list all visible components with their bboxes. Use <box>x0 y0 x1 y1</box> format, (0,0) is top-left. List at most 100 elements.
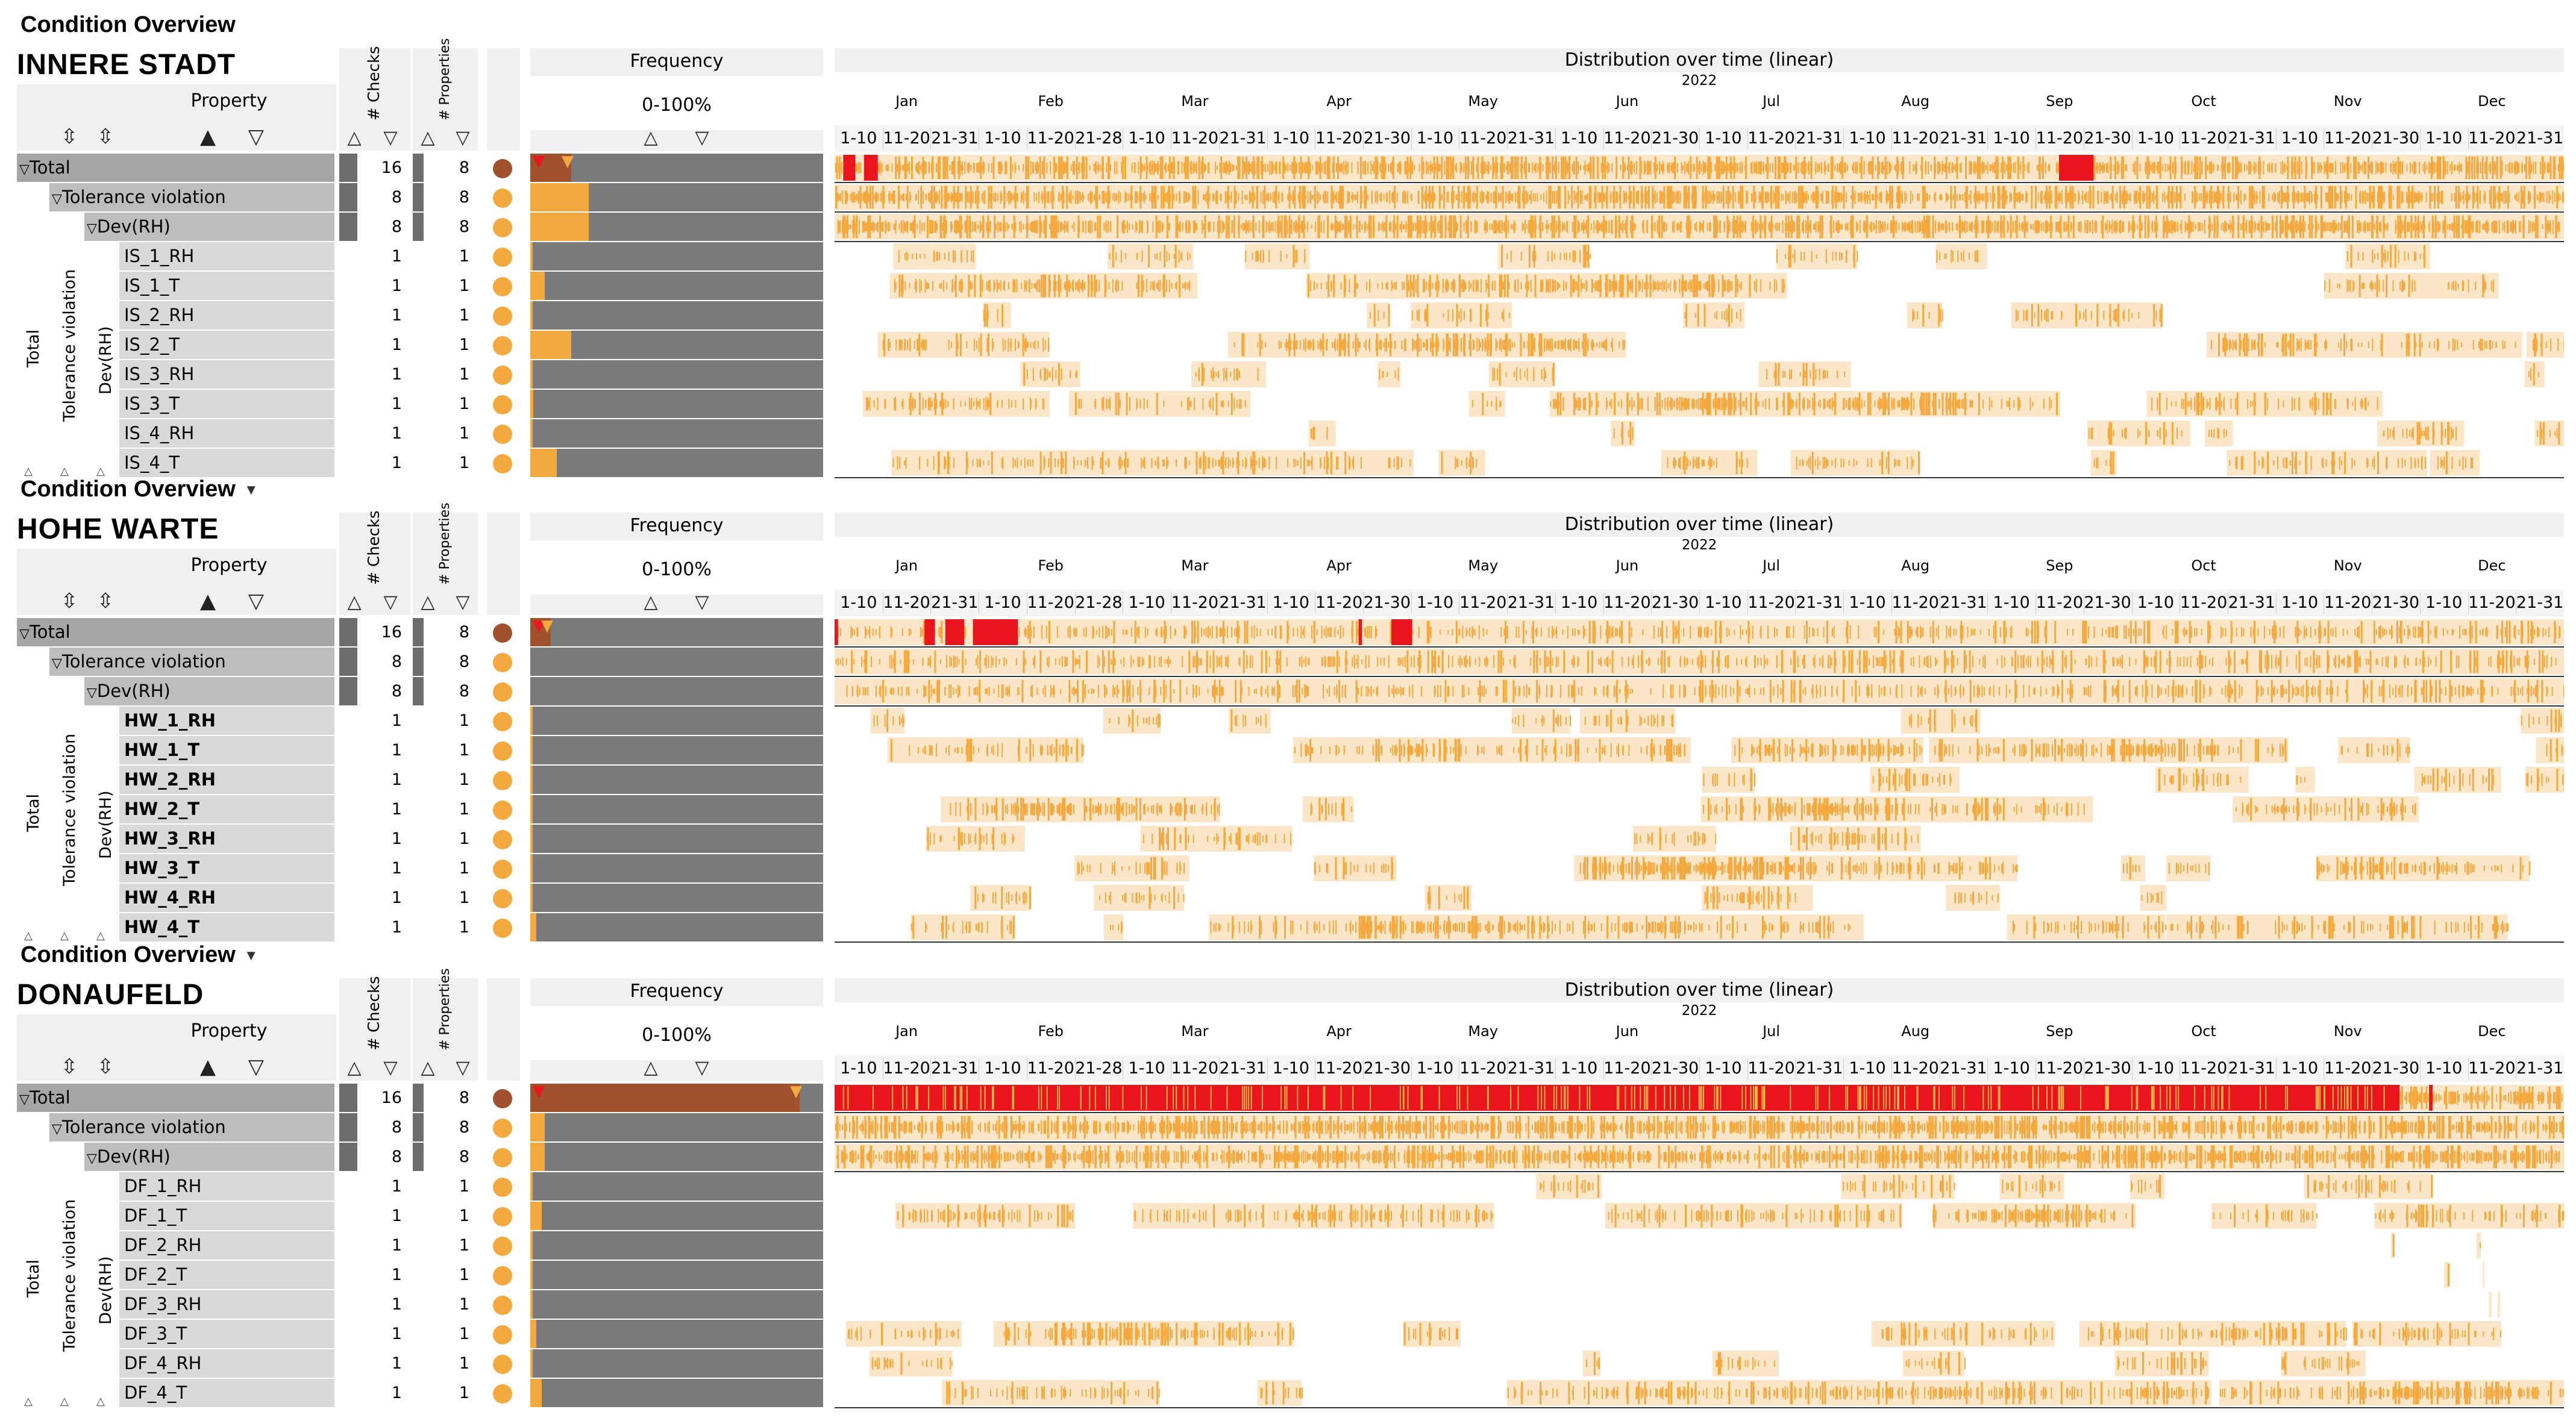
leaf-property-name[interactable]: HW_1_T <box>124 740 200 760</box>
leaf-row[interactable] <box>119 360 334 389</box>
leaf-timeline[interactable] <box>835 1231 2564 1260</box>
leaf-property-name[interactable]: DF_4_T <box>124 1382 187 1403</box>
timeline-tolerance[interactable] <box>835 648 2564 676</box>
row-dev[interactable] <box>84 677 334 705</box>
leaf-property-name[interactable]: DF_3_T <box>124 1323 187 1344</box>
leaf-property-name[interactable]: HW_1_RH <box>124 710 216 731</box>
timeline-dev[interactable] <box>835 213 2564 241</box>
leaf-row[interactable] <box>119 1231 334 1260</box>
leaf-property-name[interactable]: IS_2_T <box>124 334 180 355</box>
leaf-row[interactable] <box>119 913 334 941</box>
sort-desc-icon[interactable]: ▽ <box>248 589 265 613</box>
collapse-triangle-icon[interactable]: ▽ <box>87 685 97 701</box>
leaf-property-name[interactable]: IS_4_T <box>124 452 180 473</box>
leaf-property-name[interactable]: HW_4_RH <box>124 887 216 908</box>
expand-triangle-icon[interactable]: △ <box>24 929 33 942</box>
leaf-property-name[interactable]: IS_3_RH <box>124 364 195 384</box>
min-marker-icon[interactable]: ▼ <box>533 617 545 635</box>
sort-desc-icon[interactable]: ▽ <box>248 125 265 149</box>
expand-icon[interactable]: ⇳ <box>96 589 114 613</box>
expand-icon[interactable]: ⇳ <box>96 1055 114 1079</box>
checks-sort-asc-icon[interactable]: △ <box>347 592 362 613</box>
leaf-timeline[interactable] <box>835 242 2564 270</box>
leaf-timeline[interactable] <box>835 825 2564 853</box>
leaf-timeline[interactable] <box>835 301 2564 329</box>
properties-sort-desc-icon[interactable]: ▽ <box>456 1057 470 1078</box>
collapse-triangle-icon[interactable]: ▽ <box>87 221 97 236</box>
max-marker-icon[interactable]: ▼ <box>790 1082 803 1101</box>
row-tolerance-label[interactable]: ▽Tolerance violation <box>49 651 226 672</box>
checks-sort-asc-icon[interactable]: △ <box>347 127 362 148</box>
leaf-timeline[interactable] <box>835 1379 2564 1407</box>
properties-sort-desc-icon[interactable]: ▽ <box>456 127 470 148</box>
row-total-label[interactable]: ▽Total <box>17 622 71 642</box>
leaf-property-name[interactable]: DF_1_T <box>124 1205 187 1226</box>
leaf-timeline[interactable] <box>835 854 2564 882</box>
leaf-row[interactable] <box>119 449 334 477</box>
leaf-row[interactable] <box>119 1290 334 1319</box>
leaf-timeline[interactable] <box>835 707 2564 735</box>
sort-asc-icon[interactable]: ▲ <box>199 1055 216 1079</box>
frequency-sort-desc-icon[interactable]: ▽ <box>695 592 709 613</box>
frequency-sort-desc-icon[interactable]: ▽ <box>695 127 709 148</box>
collapse-icon[interactable]: ⇳ <box>60 589 78 613</box>
leaf-row[interactable] <box>119 301 334 329</box>
row-dev[interactable] <box>84 213 334 241</box>
leaf-timeline[interactable] <box>835 1349 2564 1378</box>
expand-triangle-icon[interactable]: △ <box>24 1395 33 1408</box>
leaf-row[interactable] <box>119 707 334 735</box>
row-total-label[interactable]: ▽Total <box>17 1087 71 1108</box>
leaf-timeline[interactable] <box>835 884 2564 912</box>
leaf-timeline[interactable] <box>835 1320 2564 1348</box>
timeline-total[interactable] <box>835 1084 2564 1112</box>
leaf-row[interactable] <box>119 1202 334 1230</box>
timeline-tolerance[interactable] <box>835 1113 2564 1141</box>
sort-asc-icon[interactable]: ▲ <box>199 125 216 149</box>
leaf-row[interactable] <box>119 272 334 300</box>
leaf-property-name[interactable]: DF_1_RH <box>124 1176 202 1196</box>
row-dev[interactable] <box>84 1143 334 1171</box>
max-marker-icon[interactable]: ▼ <box>541 617 554 635</box>
row-tolerance[interactable] <box>49 1113 334 1141</box>
leaf-property-name[interactable]: DF_2_T <box>124 1264 187 1285</box>
collapse-triangle-icon[interactable]: ▽ <box>52 1122 62 1137</box>
leaf-row[interactable] <box>119 331 334 359</box>
timeline-total[interactable] <box>835 618 2564 646</box>
row-tolerance[interactable] <box>49 183 334 211</box>
collapse-triangle-icon[interactable]: ▽ <box>87 1151 97 1166</box>
leaf-timeline[interactable] <box>835 1202 2564 1230</box>
expand-triangle-icon[interactable]: △ <box>60 465 69 478</box>
row-dev-label[interactable]: ▽Dev(RH) <box>84 216 171 237</box>
row-dev-label[interactable]: ▽Dev(RH) <box>84 1146 171 1167</box>
chevron-down-icon[interactable]: ▼ <box>243 947 259 964</box>
row-total[interactable] <box>17 618 334 646</box>
collapse-triangle-icon[interactable]: ▽ <box>52 656 62 671</box>
leaf-row[interactable] <box>119 795 334 823</box>
max-marker-icon[interactable]: ▼ <box>562 152 574 170</box>
leaf-row[interactable] <box>119 419 334 448</box>
leaf-row[interactable] <box>119 1172 334 1201</box>
leaf-row[interactable] <box>119 1320 334 1348</box>
collapse-triangle-icon[interactable]: ▽ <box>19 626 30 642</box>
leaf-property-name[interactable]: HW_2_RH <box>124 769 216 790</box>
leaf-property-name[interactable]: IS_1_RH <box>124 246 195 266</box>
leaf-timeline[interactable] <box>835 360 2564 389</box>
expand-triangle-icon[interactable]: △ <box>60 1395 69 1408</box>
leaf-property-name[interactable]: HW_3_RH <box>124 828 216 849</box>
leaf-property-name[interactable]: HW_2_T <box>124 799 200 819</box>
timeline-tolerance[interactable] <box>835 183 2564 211</box>
expand-icon[interactable]: ⇳ <box>96 125 114 149</box>
frequency-sort-asc-icon[interactable]: △ <box>644 1057 658 1078</box>
leaf-row[interactable] <box>119 884 334 912</box>
timeline-dev[interactable] <box>835 677 2564 705</box>
sort-desc-icon[interactable]: ▽ <box>248 1055 265 1079</box>
chevron-down-icon[interactable]: ▼ <box>243 481 259 498</box>
timeline-dev[interactable] <box>835 1143 2564 1171</box>
checks-sort-desc-icon[interactable]: ▽ <box>383 1057 398 1078</box>
leaf-property-name[interactable]: DF_3_RH <box>124 1294 202 1314</box>
collapse-icon[interactable]: ⇳ <box>60 125 78 149</box>
row-total-label[interactable]: ▽Total <box>17 157 71 178</box>
expand-triangle-icon[interactable]: △ <box>96 465 105 478</box>
properties-sort-desc-icon[interactable]: ▽ <box>456 592 470 613</box>
leaf-property-name[interactable]: IS_2_RH <box>124 305 195 325</box>
